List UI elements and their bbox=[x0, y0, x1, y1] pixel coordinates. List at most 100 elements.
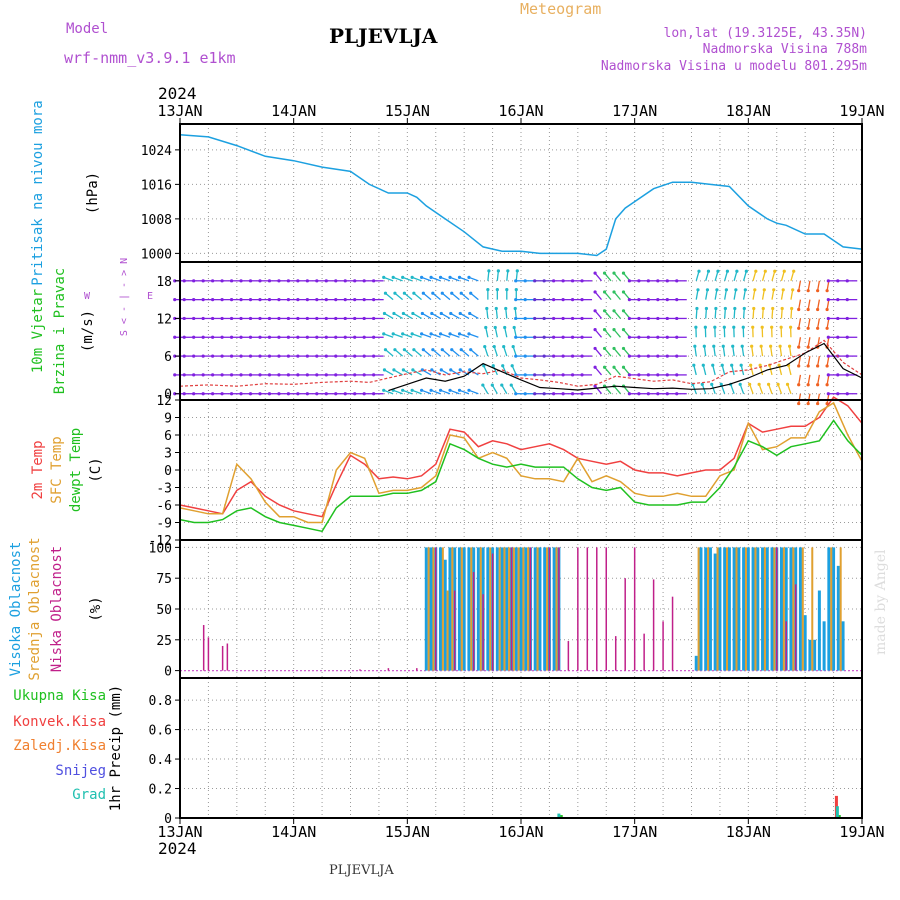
wind-arrow-head bbox=[621, 271, 626, 275]
bar-high-cloud bbox=[713, 553, 717, 671]
wind-arrow-head bbox=[315, 354, 319, 358]
wind-arrow-head bbox=[826, 298, 830, 302]
wind-arrow-head bbox=[580, 373, 584, 377]
wind-arrow bbox=[798, 299, 802, 310]
bar-low-cloud bbox=[207, 637, 210, 671]
wind-arrow-head bbox=[296, 392, 300, 396]
wind-arrow-head bbox=[806, 364, 810, 368]
series-line-pressure bbox=[179, 134, 863, 257]
wind-arrow-head bbox=[797, 307, 801, 312]
x-tick-label-top: 15JAN bbox=[385, 102, 430, 120]
bar-mid-cloud bbox=[441, 547, 444, 671]
bar-high-cloud bbox=[798, 547, 802, 671]
wind-arrow-head bbox=[248, 392, 253, 396]
wind-arrow-head bbox=[315, 335, 319, 339]
wind-arrow-head bbox=[570, 335, 575, 339]
wind-arrow-head bbox=[229, 354, 234, 358]
wind-arrow-head bbox=[552, 316, 556, 321]
wind-arrow-head bbox=[449, 368, 453, 372]
wind-arrow-head bbox=[469, 291, 473, 295]
wind-arrow bbox=[412, 312, 422, 320]
wind-arrow bbox=[705, 289, 709, 300]
wind-arrow bbox=[483, 365, 489, 376]
wind-arrow-head bbox=[192, 354, 196, 358]
wind-arrow bbox=[826, 318, 830, 329]
wind-arrow-head bbox=[552, 298, 556, 302]
wind-arrow-head bbox=[797, 364, 801, 368]
wind-arrow bbox=[496, 270, 500, 281]
bar-high-cloud bbox=[429, 547, 433, 671]
ylabel-pressure: Pritisak na nivou mora bbox=[30, 100, 46, 285]
wind-arrow-head bbox=[825, 289, 829, 293]
legend-freezing-precip: Zaledj.Kisa bbox=[13, 738, 106, 754]
wind-arrow-head bbox=[570, 298, 575, 302]
wind-arrow-head bbox=[792, 269, 796, 273]
wind-arrow-head bbox=[296, 373, 300, 377]
y-tick-label: -12 bbox=[149, 534, 172, 549]
x-tick-label-bottom: 19JAN bbox=[839, 823, 884, 841]
bar-mid-cloud bbox=[792, 547, 795, 671]
wind-arrow-head bbox=[467, 332, 471, 336]
wind-arrow-head bbox=[248, 335, 253, 339]
wind-arrow-head bbox=[353, 373, 357, 377]
wind-arrow bbox=[816, 299, 821, 310]
wind-arrow-head bbox=[740, 344, 744, 348]
y-tick-label: 0 bbox=[164, 464, 172, 479]
wind-arrow-head bbox=[296, 354, 300, 358]
bar-mid-cloud bbox=[716, 547, 719, 671]
wind-arrow-head bbox=[533, 279, 537, 283]
wind-arrow-head bbox=[211, 316, 215, 321]
wind-arrow-head bbox=[533, 335, 537, 339]
wind-arrow-head bbox=[182, 316, 186, 321]
wind-arrow bbox=[758, 384, 764, 394]
wind-arrow-head bbox=[542, 373, 546, 377]
y-tick-label: 6 bbox=[164, 429, 172, 444]
bar-mid-cloud bbox=[498, 547, 501, 671]
wind-arrow-head bbox=[353, 279, 357, 283]
wind-arrow-head bbox=[845, 279, 849, 283]
y-tick-label: 0 bbox=[164, 388, 172, 403]
wind-arrow-head bbox=[542, 392, 546, 396]
wind-arrow-head bbox=[627, 279, 632, 283]
wind-arrow-head bbox=[401, 332, 405, 336]
wind-arrow-head bbox=[468, 368, 472, 372]
wind-arrow-head bbox=[782, 269, 786, 273]
wind-arrow-head bbox=[743, 288, 747, 292]
bar-high-cloud bbox=[694, 655, 698, 671]
wind-arrow-head bbox=[665, 335, 669, 339]
wind-arrow bbox=[449, 333, 460, 338]
wind-arrow-head bbox=[353, 392, 357, 396]
wind-arrow bbox=[742, 308, 745, 319]
wind-arrow bbox=[594, 366, 603, 376]
bar-high-cloud bbox=[822, 621, 826, 671]
wind-arrow-head bbox=[533, 316, 537, 321]
wind-arrow-head bbox=[353, 316, 357, 321]
bar-mid-cloud bbox=[446, 590, 449, 671]
wind-arrow-head bbox=[239, 316, 243, 321]
wind-arrow-head bbox=[580, 316, 584, 321]
wind-arrow-head bbox=[621, 328, 626, 332]
wind-arrow-head bbox=[612, 328, 616, 332]
wind-arrow-head bbox=[286, 298, 291, 302]
wind-arrow-head bbox=[229, 373, 234, 377]
wind-arrow bbox=[733, 308, 736, 319]
wind-arrow-head bbox=[201, 298, 205, 302]
wind-arrow-head bbox=[305, 373, 309, 377]
wind-arrow-head bbox=[420, 275, 424, 279]
wind-arrow-head bbox=[372, 392, 376, 396]
bar-mid-cloud bbox=[726, 547, 729, 671]
wind-arrow-head bbox=[410, 275, 414, 279]
wind-arrow-head bbox=[334, 335, 338, 339]
wind-arrow-head bbox=[362, 298, 366, 302]
wind-arrow-head bbox=[731, 344, 735, 348]
wind-arrow-head bbox=[656, 279, 660, 283]
wind-arrow-head bbox=[382, 332, 386, 336]
wind-arrow-head bbox=[267, 354, 272, 358]
bar-high-cloud bbox=[751, 547, 755, 671]
wind-arrow-head bbox=[806, 307, 810, 312]
bar-low-cloud bbox=[776, 547, 778, 671]
x-tick-label-bottom: 13JAN bbox=[157, 823, 202, 841]
wind-arrow-head bbox=[675, 279, 679, 283]
wind-arrow-head bbox=[816, 307, 820, 312]
bar-mid-cloud bbox=[707, 547, 710, 671]
